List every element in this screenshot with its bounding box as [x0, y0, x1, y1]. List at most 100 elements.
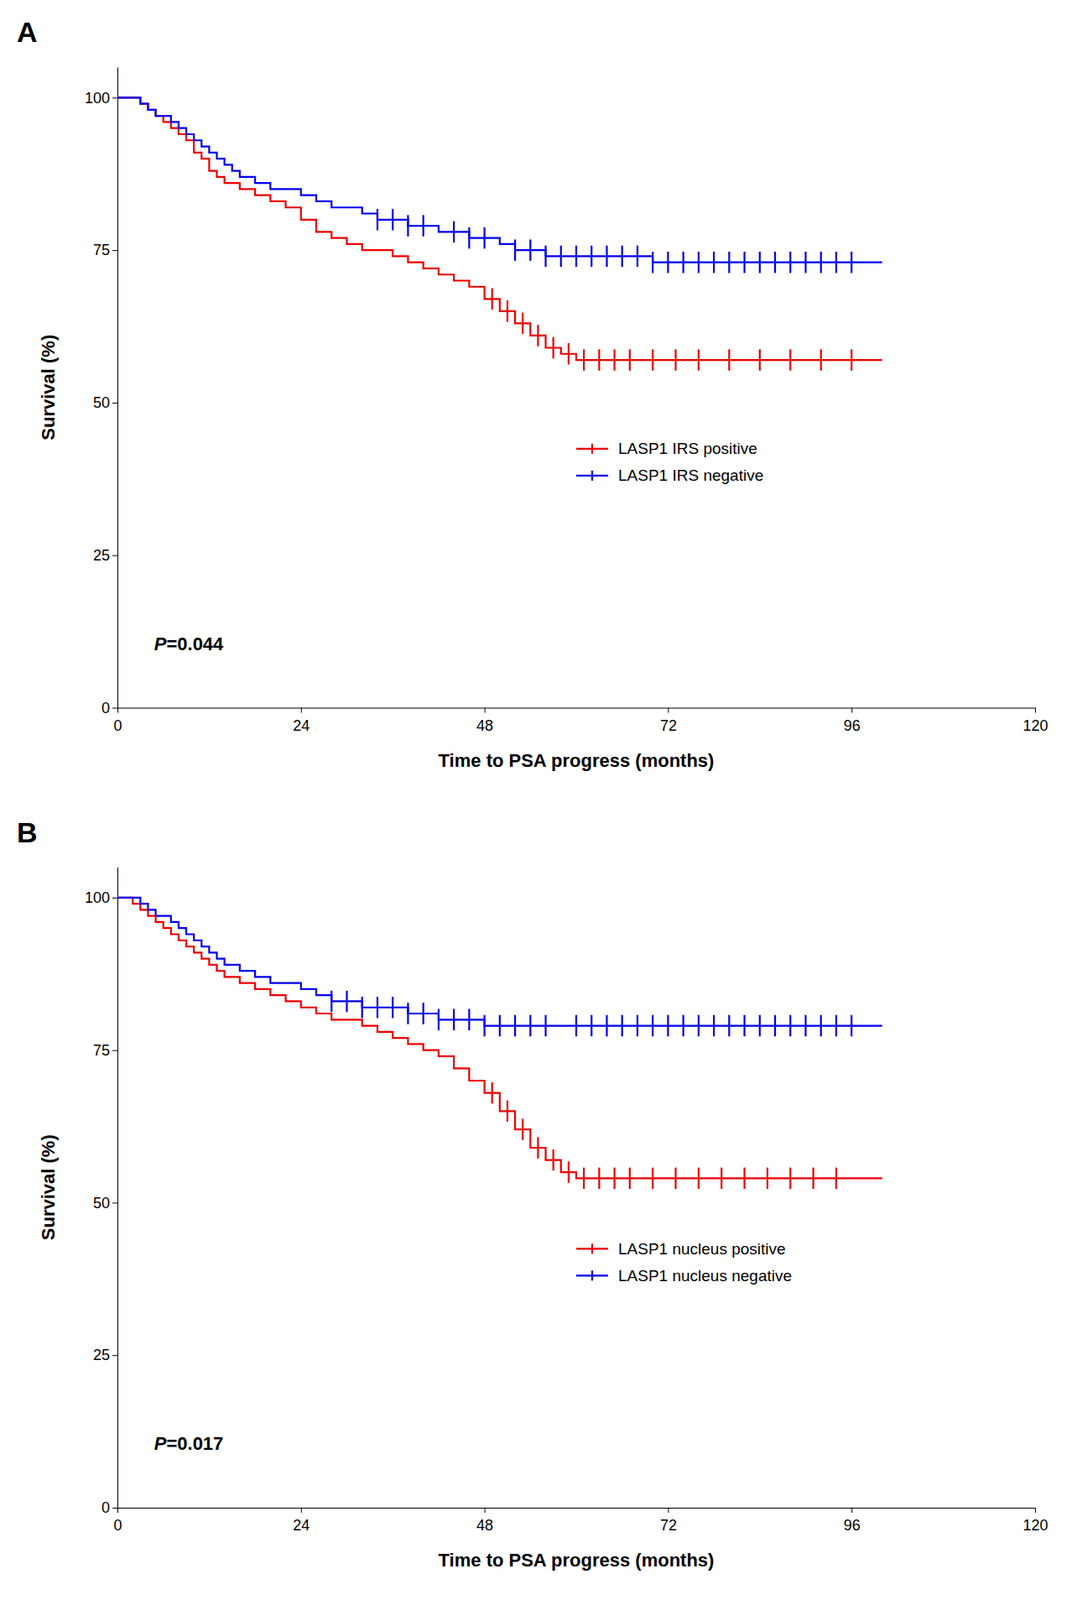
legend-label: LASP1 nucleus positive — [618, 1239, 786, 1258]
censor-tick — [567, 1160, 570, 1182]
censor-tick — [820, 1014, 823, 1036]
censor-tick — [491, 1082, 494, 1104]
censor-tick — [437, 1009, 440, 1031]
x-tick-mark — [667, 1507, 669, 1513]
y-tick-mark — [112, 707, 118, 709]
censor-tick — [697, 1014, 700, 1036]
x-tick-mark — [851, 1507, 853, 1513]
censor-tick — [613, 348, 615, 370]
y-tick-mark — [112, 249, 118, 251]
censor-tick — [850, 348, 853, 370]
x-axis: 024487296120 — [113, 1507, 1048, 1534]
x-tick: 72 — [660, 707, 677, 734]
censor-tick — [666, 251, 669, 273]
censor-tick — [621, 1014, 624, 1036]
censor-tick — [605, 245, 608, 267]
y-tick-mark — [112, 1354, 118, 1356]
y-tick: 75 — [93, 1041, 118, 1059]
censor-tick — [820, 348, 823, 370]
annotation-part: =0.017 — [166, 1432, 224, 1454]
censor-tick — [720, 1167, 723, 1189]
censor-tick — [850, 251, 853, 273]
censor-tick — [743, 251, 745, 273]
legend-label: LASP1 IRS positive — [618, 439, 758, 458]
censor-tick — [422, 1002, 425, 1024]
censor-tick — [651, 348, 654, 370]
censor-tick — [697, 1167, 700, 1189]
y-axis: 0255075100 — [84, 867, 119, 1516]
censor-tick — [552, 1149, 555, 1171]
censor-tick — [613, 1167, 615, 1189]
y-tick: 100 — [84, 889, 118, 906]
survival-line — [117, 97, 883, 360]
censor-tick — [598, 348, 600, 370]
survival-line — [117, 97, 883, 262]
x-tick-label: 96 — [843, 1516, 861, 1534]
censor-tick — [536, 324, 539, 346]
y-axis-title: Survival (%) — [37, 1134, 59, 1240]
y-tick: 25 — [93, 546, 118, 564]
censor-ticks — [492, 288, 852, 371]
y-tick-label: 75 — [93, 241, 110, 259]
censor-tick — [521, 312, 524, 334]
x-tick: 120 — [1022, 707, 1048, 734]
censor-tick — [820, 251, 823, 273]
legend-swatch-tick — [591, 1269, 594, 1280]
censor-tick — [804, 251, 807, 273]
x-tick: 24 — [292, 707, 310, 734]
censor-tick — [491, 288, 494, 310]
x-tick-mark — [117, 1507, 119, 1513]
censor-tick — [506, 1100, 509, 1122]
x-axis-line — [118, 1507, 1036, 1509]
censor-tick — [590, 245, 593, 267]
censor-tick — [468, 227, 470, 249]
y-tick-label: 100 — [84, 889, 110, 906]
legend-item: LASP1 nucleus negative — [576, 1266, 792, 1285]
y-tick-label: 25 — [93, 1346, 110, 1364]
y-tick-label: 0 — [101, 699, 110, 717]
legend-item: LASP1 IRS positive — [576, 439, 758, 458]
censor-tick — [766, 1167, 769, 1189]
x-axis-title: Time to PSA progress (months) — [438, 1549, 715, 1571]
censor-tick — [536, 1136, 539, 1158]
y-tick-label: 0 — [101, 1498, 110, 1516]
x-tick-mark — [1035, 707, 1036, 713]
censor-tick — [712, 1014, 715, 1036]
censor-tick — [506, 300, 509, 322]
censor-tick — [759, 348, 761, 370]
annotation-part: P — [154, 633, 167, 655]
survival-line — [117, 897, 883, 1178]
censor-tick — [789, 1014, 791, 1036]
censor-tick — [712, 251, 715, 273]
x-tick-label: 96 — [843, 717, 861, 734]
legend-label: LASP1 nucleus negative — [618, 1266, 792, 1285]
y-tick-label: 100 — [84, 89, 110, 107]
censor-tick — [666, 1014, 669, 1036]
censor-tick — [582, 348, 585, 370]
legend-swatch-tick — [591, 470, 594, 481]
censor-tick — [774, 1014, 776, 1036]
censor-tick — [529, 1014, 531, 1036]
y-tick: 50 — [93, 394, 118, 412]
x-tick: 48 — [476, 1507, 494, 1534]
censor-tick — [330, 990, 333, 1012]
censor-tick — [629, 348, 631, 370]
data-layer — [117, 897, 883, 1189]
censor-tick — [422, 214, 425, 236]
legend-item: LASP1 nucleus positive — [576, 1239, 786, 1258]
x-tick-label: 72 — [660, 717, 677, 734]
censor-tick — [590, 1014, 593, 1036]
x-tick-label: 24 — [292, 717, 310, 734]
censor-tick — [759, 1014, 761, 1036]
censor-tick — [567, 343, 570, 365]
legend-swatch-tick — [591, 1243, 594, 1254]
censor-tick — [406, 1002, 409, 1024]
censor-tick — [682, 251, 685, 273]
censor-tick — [391, 208, 394, 230]
x-tick-label: 48 — [476, 1516, 494, 1534]
censor-tick — [529, 239, 531, 261]
x-tick-mark — [1035, 1507, 1036, 1513]
censor-tick — [452, 221, 455, 243]
legend: LASP1 nucleus positive LASP1 nucleus nega… — [576, 1239, 792, 1285]
censor-tick — [728, 1014, 730, 1036]
